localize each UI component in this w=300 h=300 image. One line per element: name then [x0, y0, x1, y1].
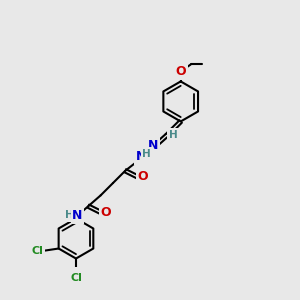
Text: N: N: [136, 150, 146, 164]
Text: N: N: [148, 139, 158, 152]
Text: O: O: [101, 206, 111, 219]
Text: H: H: [65, 210, 74, 220]
Text: H: H: [142, 149, 151, 159]
Text: Cl: Cl: [31, 246, 43, 256]
Text: Cl: Cl: [70, 273, 82, 283]
Text: O: O: [176, 65, 186, 78]
Text: H: H: [169, 130, 177, 140]
Text: O: O: [138, 170, 148, 183]
Text: N: N: [72, 209, 83, 222]
